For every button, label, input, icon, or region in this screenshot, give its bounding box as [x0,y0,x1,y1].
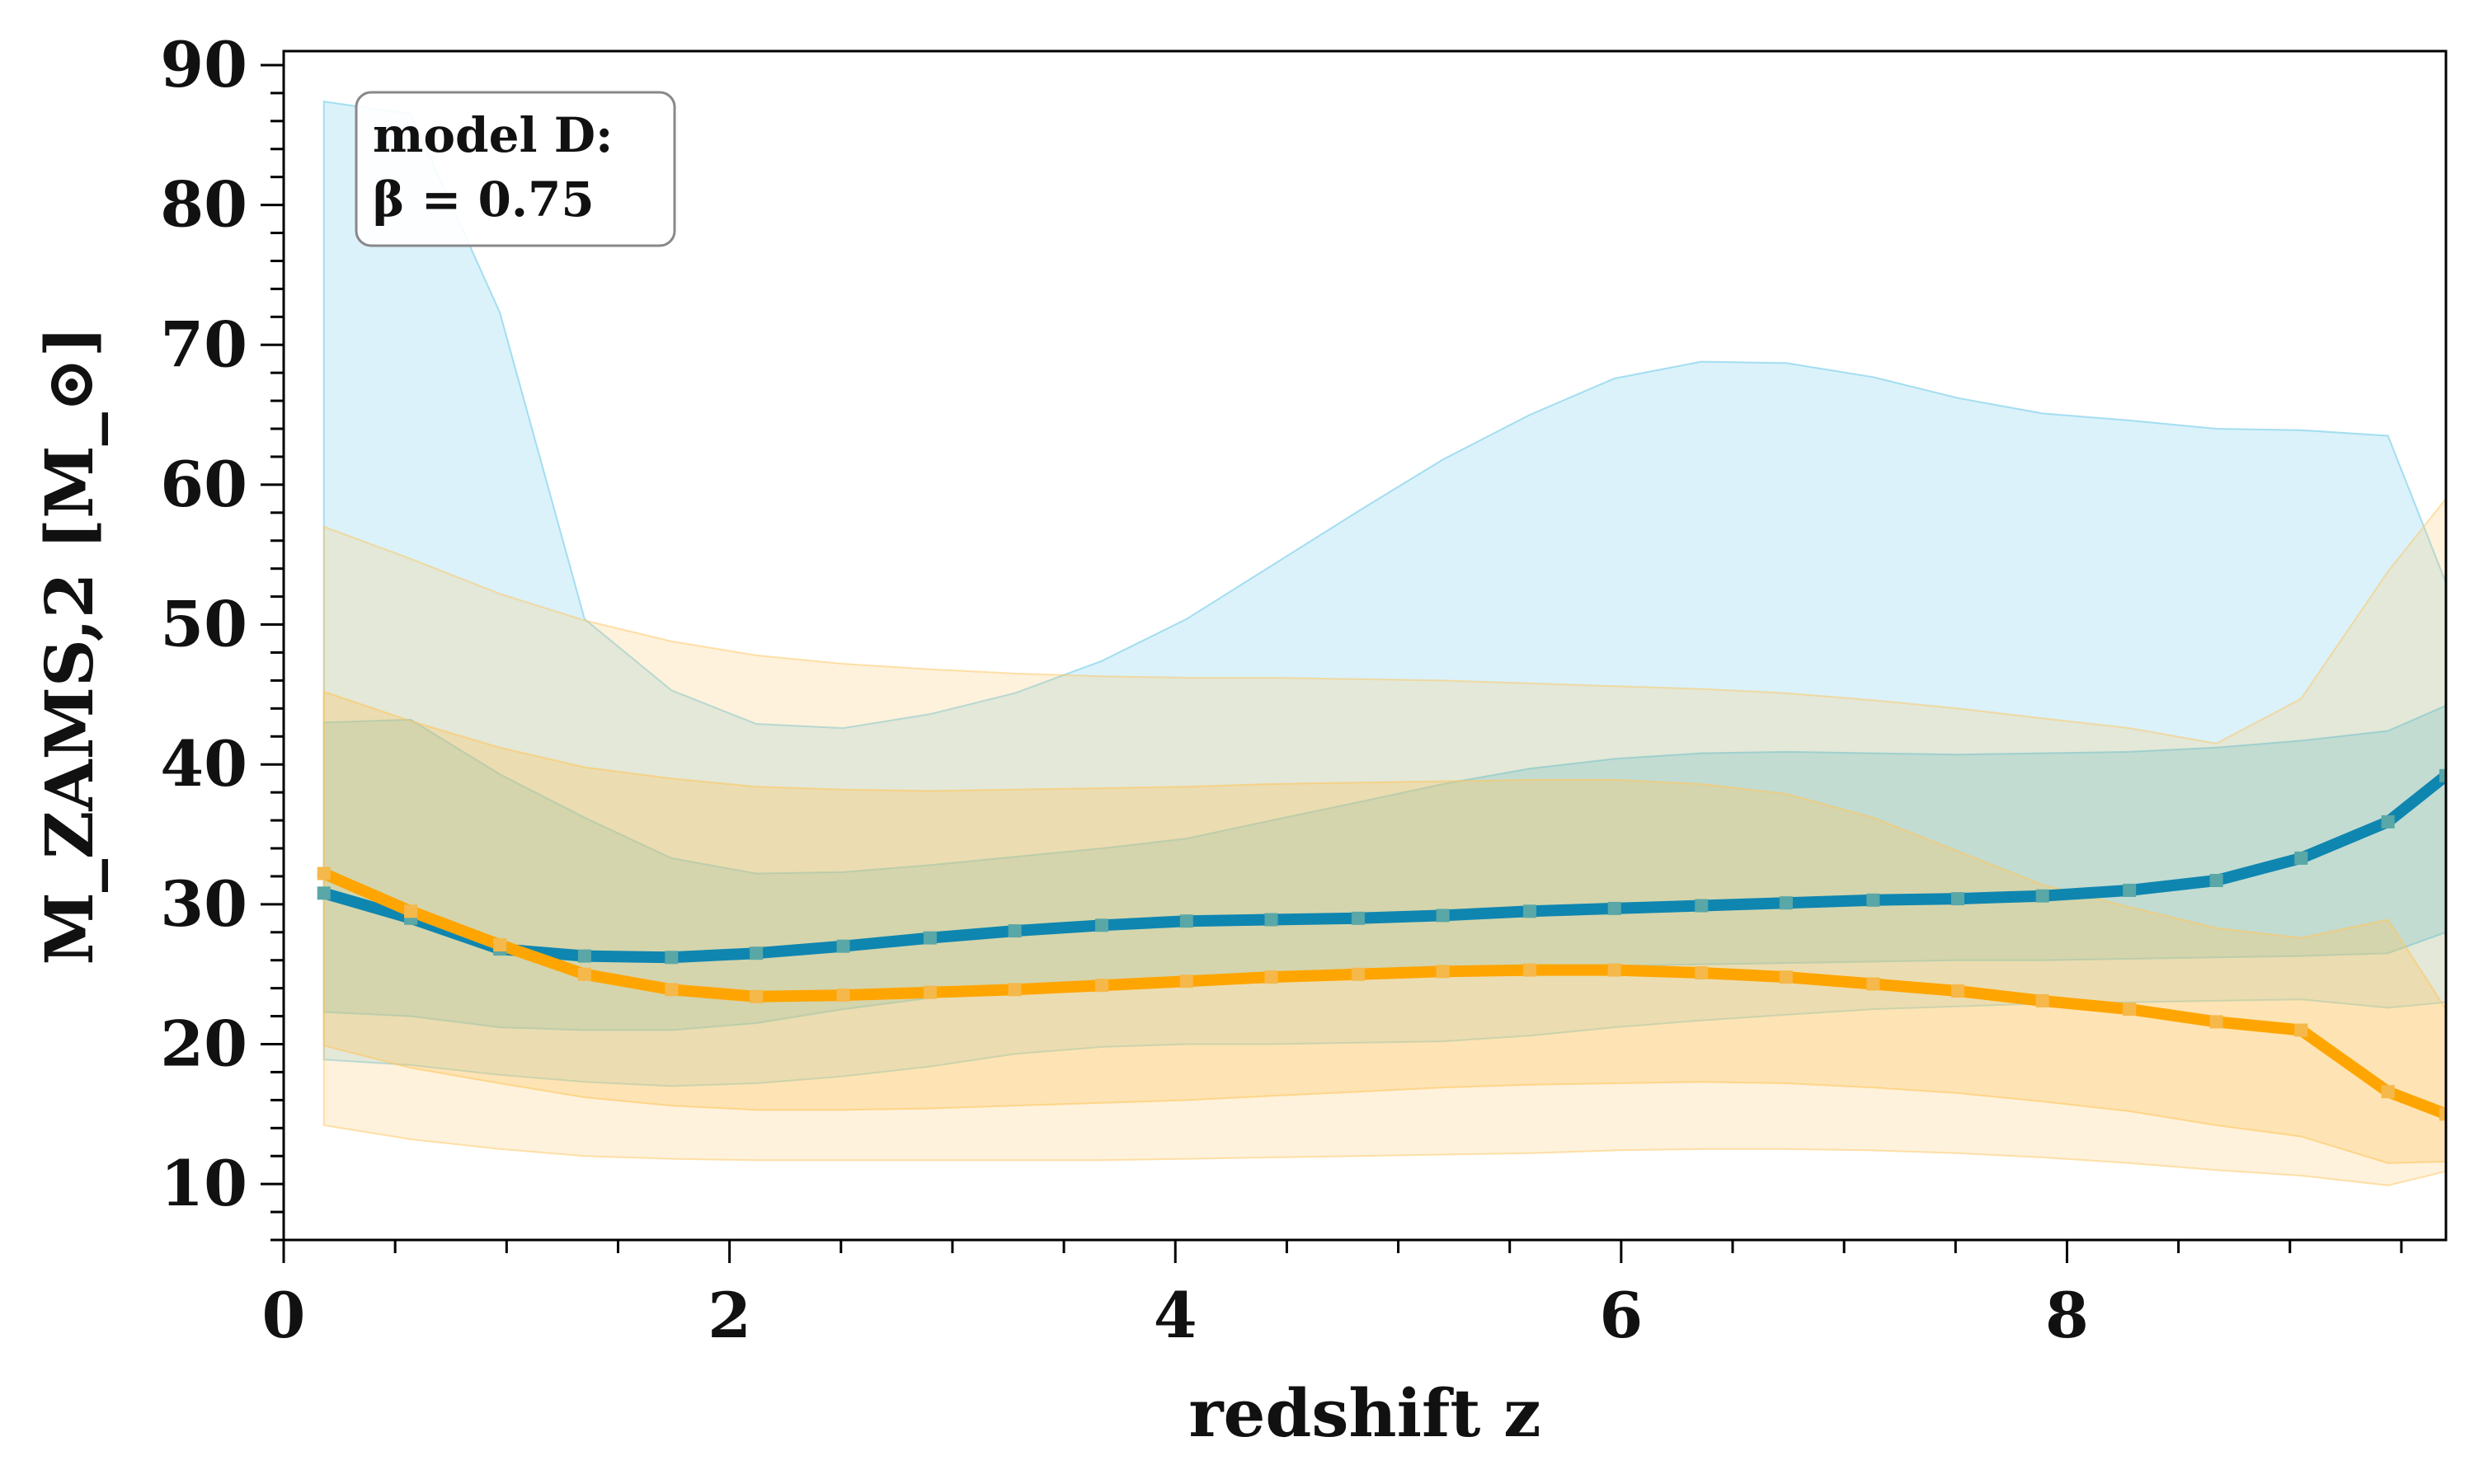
series-1-point [2209,1015,2223,1029]
annotation-beta-label: β = 0.75 [373,171,595,228]
series-0-median-line [317,769,2446,964]
series-0-point [750,946,764,960]
series-1-point [2035,993,2049,1007]
series-0-point [1095,918,1108,932]
series-1-point [1264,970,1278,984]
series-1-point [1523,963,1536,977]
series-1-point [1695,966,1709,979]
median-lines [317,769,2446,1120]
series-1-point [836,989,850,1003]
series-1-point [2294,1023,2308,1037]
series-1-point [2123,1003,2137,1017]
series-0-point [836,939,850,953]
series-1-inner-band [322,690,2446,1164]
series-0-point [1951,892,1964,906]
series-1-point [1095,979,1108,993]
y-tick-label: 40 [160,727,247,801]
x-tick-label: 2 [708,1279,751,1352]
series-1-point [2439,1107,2446,1121]
series-0-point [923,931,937,945]
x-axis-label: redshift z [1188,1374,1540,1452]
x-tick-label: 8 [2045,1279,2089,1352]
y-tick-label: 70 [160,308,247,381]
series-0-point [1695,899,1709,913]
x-tick-label: 6 [1599,1279,1643,1352]
y-axis-ticks: 10 20 30 40 50 60 70 80 90 [160,28,284,1242]
series-0-point [1436,909,1450,923]
series-1-point [750,989,764,1003]
y-tick-label: 90 [160,28,247,101]
series-0-point [1607,901,1621,915]
series-1-point [577,967,591,981]
series-1-point [923,985,937,999]
plot-frame [282,49,2448,1242]
series-1-median-line [317,867,2446,1120]
series-1-point [1779,970,1793,984]
series-1-point [1008,983,1022,997]
series-1-point [404,904,418,918]
series-1-point [665,983,679,997]
series-1-point [1607,963,1621,977]
series-0-point [2439,768,2446,782]
series-0-point [317,886,331,900]
series-0-point [1008,924,1022,938]
series-0-outer-band [322,100,2446,1087]
series-0-point [2381,815,2395,829]
confidence-bands [322,100,2446,1186]
series-0-point [1866,893,1880,907]
y-tick-label: 60 [160,448,247,521]
y-tick-label: 50 [160,588,247,661]
series-1-point [1866,977,1880,991]
legend-annotation-box: model D: β = 0.75 [355,91,676,247]
series-1-point [2381,1085,2395,1099]
series-0-point [2035,889,2049,903]
series-0-point [1264,913,1278,927]
y-tick-label: 20 [160,1007,247,1080]
series-0-point [1779,896,1793,910]
series-0-point [577,949,591,963]
series-0-point [2123,883,2137,897]
series-0-point [2209,874,2223,887]
series-1-point [493,938,507,951]
series-1-point [1351,967,1365,981]
series-0-point [1523,904,1536,918]
x-axis-ticks: 0 2 4 6 8 [262,1240,2403,1352]
series-1-point [1951,984,1964,998]
y-axis-label: M_ZAMS,2 [M_⊙] [31,326,108,965]
series-0-point [1179,914,1193,928]
series-1-point [1436,965,1450,979]
y-tick-label: 10 [160,1147,247,1220]
annotation-model-label: model D: [373,107,613,163]
y-tick-label: 80 [160,168,247,242]
series-1-outer-band [322,497,2446,1186]
series-0-point [665,951,679,965]
median-markers [317,768,2446,1121]
x-tick-label: 4 [1154,1279,1197,1352]
series-0-point [1351,911,1365,925]
x-tick-label: 0 [262,1279,306,1352]
series-1-point [1179,974,1193,989]
series-1-point [317,866,331,881]
y-tick-label: 30 [160,867,247,941]
series-0-point [2294,851,2308,865]
